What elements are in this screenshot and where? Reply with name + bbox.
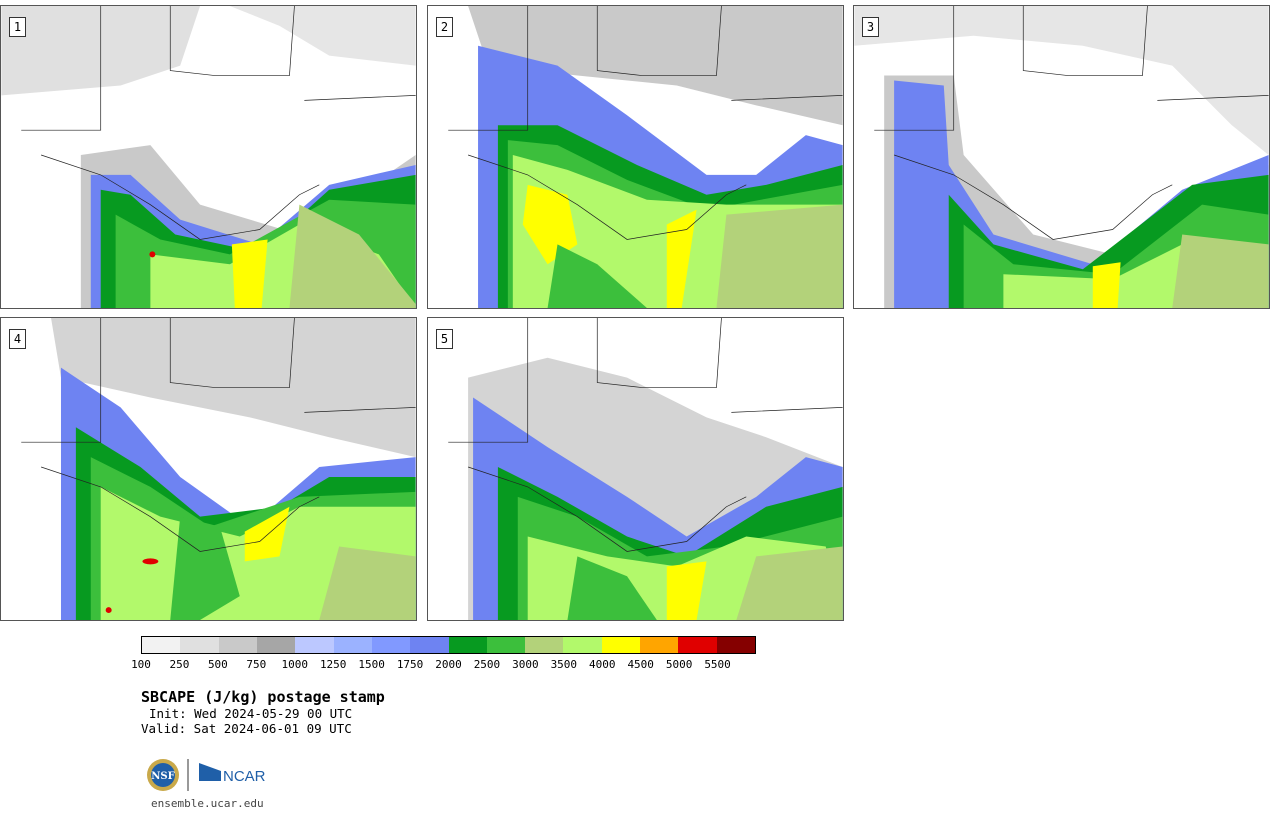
colorbar-swatch (410, 637, 449, 653)
panel-number-label: 4 (9, 329, 26, 349)
sbcape-colorbar (141, 636, 756, 654)
colorbar-tick-label: 100 (131, 658, 151, 671)
colorbar-tick-label: 2000 (435, 658, 462, 671)
sbcape-map-5 (428, 318, 843, 620)
ncar-logo-text: NCAR (223, 768, 266, 785)
ensemble-member-panel-5: 5 (427, 317, 844, 621)
colorbar-tick-label: 3000 (512, 658, 539, 671)
colorbar-tick-label: 4000 (589, 658, 616, 671)
colorbar-swatch (256, 637, 296, 653)
colorbar-swatch (525, 637, 564, 653)
colorbar-swatch (142, 637, 181, 653)
colorbar-swatch (716, 637, 755, 653)
colorbar-tick-label: 1500 (358, 658, 385, 671)
colorbar-tick-label: 5500 (704, 658, 731, 671)
colorbar-swatch (295, 637, 334, 653)
ensemble-member-panel-3: 3 (853, 5, 1270, 309)
sbcape-map-3 (854, 6, 1269, 308)
colorbar-tick-label: 1000 (281, 658, 309, 671)
sbcape-map-1 (1, 6, 416, 308)
colorbar-swatch (601, 637, 641, 653)
nsf-logo-text: NSF (151, 771, 174, 782)
colorbar-swatch (333, 637, 372, 653)
chart-title: SBCAPE (J/kg) postage stamp (141, 688, 385, 706)
colorbar-swatch (448, 637, 487, 653)
colorbar-tick-label: 5000 (665, 658, 693, 671)
colorbar-swatch (678, 637, 717, 653)
ensemble-member-panel-2: 2 (427, 5, 844, 309)
colorbar-swatch (218, 637, 257, 653)
colorbar-tick-label: 4500 (627, 658, 654, 671)
colorbar-tick-label: 1250 (319, 658, 347, 671)
colorbar-tick-label: 750 (246, 658, 267, 671)
nsf-ncar-logo: NSF NCAR (147, 759, 266, 791)
panel-number-label: 3 (862, 17, 879, 37)
logos: NSF NCAR (145, 757, 275, 793)
colorbar-swatch (371, 637, 411, 653)
sbcape-map-4 (1, 318, 416, 620)
colorbar-tick-label: 1750 (396, 658, 424, 671)
sbcape-map-2 (428, 6, 843, 308)
panel-number-label: 5 (436, 329, 453, 349)
colorbar-swatch (563, 637, 602, 653)
colorbar-tick-label: 2500 (473, 658, 501, 671)
colorbar-tick-label: 500 (207, 658, 228, 671)
footer-url: ensemble.ucar.edu (151, 797, 264, 810)
colorbar-swatch (486, 637, 526, 653)
colorbar-swatch (180, 637, 219, 653)
init-time: Init: Wed 2024-05-29 00 UTC (149, 706, 353, 721)
colorbar-tick-labels: 100 250 500 750 1000 1250 1500 1750 2000 2500 3000… (131, 658, 756, 672)
colorbar-tick-label: 250 (169, 658, 190, 671)
panel-number-label: 1 (9, 17, 26, 37)
panel-number-label: 2 (436, 17, 453, 37)
ensemble-member-panel-1: 1 (0, 5, 417, 309)
colorbar-swatch (640, 637, 679, 653)
ensemble-member-panel-4: 4 (0, 317, 417, 621)
colorbar-tick-label: 3500 (550, 658, 578, 671)
valid-time: Valid: Sat 2024-06-01 09 UTC (141, 721, 352, 736)
